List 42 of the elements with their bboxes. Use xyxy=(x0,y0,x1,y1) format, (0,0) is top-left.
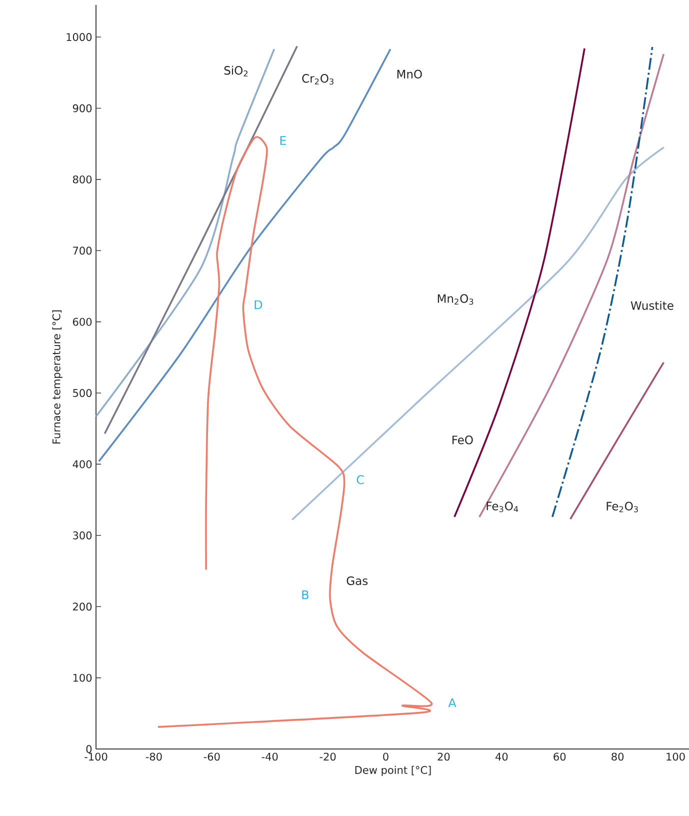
x-tick-label: 100 xyxy=(666,752,685,761)
y-tick-label: 400 xyxy=(72,460,92,468)
series-label: Fe$_{3}$O$_{4}$ xyxy=(486,502,518,512)
x-tick-label: -20 xyxy=(320,752,336,761)
line-series xyxy=(98,48,392,462)
y-tick-label: 0 xyxy=(86,745,92,753)
y-tick-label: 900 xyxy=(72,104,92,112)
y-tick-label: 300 xyxy=(73,531,92,540)
y-tick-label: 200 xyxy=(73,602,92,611)
series-label: Cr$_{2}$O$_{3}$ xyxy=(302,74,334,85)
x-tick-label: -40 xyxy=(262,752,278,761)
y-tick-label: 600 xyxy=(72,318,92,326)
annotation: B xyxy=(302,590,308,600)
line-series xyxy=(157,137,433,728)
series-label: Wustite xyxy=(630,300,674,310)
annotation: D xyxy=(254,300,262,310)
series-label: SiO$_{2}$ xyxy=(224,66,248,76)
series-label: FeO xyxy=(452,436,473,444)
text: Mn$_{2}$O$_{3}$ xyxy=(438,294,474,305)
x-tick-label: 40 xyxy=(496,752,508,761)
series-label: MnO xyxy=(397,70,422,78)
series-label: Gas xyxy=(346,576,368,586)
x-tick-label: -80 xyxy=(146,752,162,761)
annotation: A xyxy=(448,698,456,708)
annotation: E xyxy=(280,136,286,145)
x-tick-label: -60 xyxy=(204,752,220,761)
y-axis-title: Furnace temperature [°C] xyxy=(52,310,62,444)
x-tick-label: 20 xyxy=(438,752,450,761)
y-tick-label: 800 xyxy=(72,175,92,184)
y-tick-label: 100 xyxy=(73,674,92,682)
x-tick-label: 60 xyxy=(554,752,566,761)
series-label: Fe$_{2}$O$_{3}$ xyxy=(606,502,638,512)
y-tick-label: 700 xyxy=(73,246,92,255)
y-tick-label: 500 xyxy=(73,389,92,397)
annotation: C xyxy=(356,475,364,484)
x-tick-label: 0 xyxy=(383,752,388,761)
line-series xyxy=(454,48,586,518)
x-axis-title: Dew point [°C] xyxy=(355,766,431,776)
y-tick-label: 1000 xyxy=(66,33,92,42)
x-tick-label: 80 xyxy=(612,752,624,761)
x-tick-label: -100 xyxy=(84,752,108,761)
line-series xyxy=(95,48,276,418)
